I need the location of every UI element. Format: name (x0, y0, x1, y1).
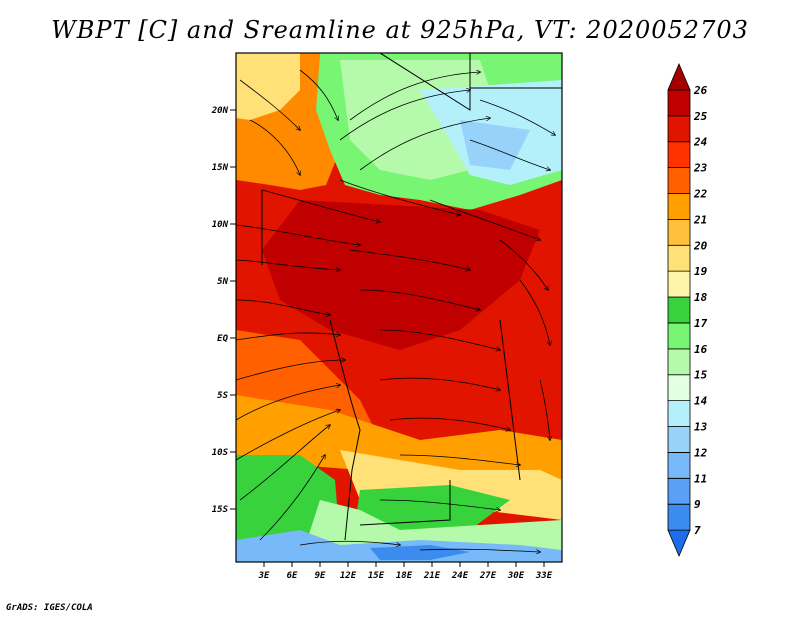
lon-label-33e: 33E (535, 571, 553, 581)
field-south-orange (236, 395, 562, 480)
colorbar-label: 26 (693, 84, 708, 97)
colorbar-label: 15 (694, 369, 708, 382)
colorbar-label: 18 (694, 291, 708, 304)
colorbar-swatch (667, 296, 691, 324)
colorbar-label: 24 (693, 136, 708, 149)
colorbar-swatch (667, 62, 691, 91)
colorbar-swatch (667, 141, 691, 168)
lat-label-5n: 5N (217, 277, 228, 287)
lon-label-27e: 27E (479, 571, 497, 581)
colorbar-swatch (667, 89, 691, 117)
lon-label-24e: 24E (451, 571, 469, 581)
colorbar-swatch (667, 374, 691, 402)
lon-label-3e: 3E (258, 571, 270, 581)
streamlines (236, 70, 555, 552)
map-frame (235, 52, 563, 563)
lon-label-21e: 21E (423, 571, 441, 581)
lon-axis: 3E 6E 9E 12E 15E 18E 21E 24E 27E 30E 33E (258, 562, 553, 581)
colorbar-label: 14 (694, 395, 708, 408)
colorbar-swatch (667, 452, 691, 479)
colorbar-label: 25 (693, 110, 708, 123)
lon-label-9e: 9E (315, 571, 326, 581)
chart-title: WBPT [C] and Sreamline at 925hPa, VT: 20… (51, 16, 749, 44)
colorbar-label: 23 (693, 162, 708, 175)
colorbar-label: 12 (694, 446, 708, 459)
colorbar-swatch (667, 348, 691, 376)
colorbar-label: 9 (694, 498, 701, 511)
colorbar-label: 17 (694, 317, 708, 330)
lat-axis: 20N 15N 10N 5N EQ 5S 10S 15S (211, 106, 236, 515)
colorbar-swatch (667, 193, 691, 220)
colorbar-swatch (667, 400, 691, 427)
colorbar-swatch (667, 322, 691, 350)
lon-label-15e: 15E (368, 571, 385, 581)
field-north-yellow (236, 53, 300, 120)
field-north-blue (460, 120, 530, 170)
lon-label-30e: 30E (507, 571, 525, 581)
colorbar-label: 20 (693, 239, 708, 252)
lon-label-6e: 6E (287, 571, 298, 581)
colorbar-label: 19 (694, 265, 708, 278)
lat-label-15n: 15N (212, 163, 229, 173)
colorbar-swatch (667, 477, 691, 505)
colorbar: 7 9 11 12 13 14 15 16 17 18 19 20 21 22 23 24 25 26 (667, 62, 708, 558)
colorbar-label: 22 (693, 187, 708, 200)
lat-label-10n: 10N (212, 220, 229, 230)
field-south-deepblue (370, 545, 470, 560)
colorbar-swatch (667, 244, 691, 272)
colorbar-swatch (667, 426, 691, 453)
colorbar-label: 11 (694, 472, 707, 485)
lat-label-10s: 10S (212, 448, 229, 458)
credit-text: GrADS: IGES/COLA (6, 603, 93, 613)
colorbar-swatch (667, 270, 691, 298)
temperature-field (236, 53, 562, 562)
colorbar-label: 7 (694, 524, 701, 537)
colorbar-label: 13 (694, 421, 708, 434)
colorbar-swatch (667, 503, 691, 531)
lon-label-18e: 18E (396, 571, 413, 581)
lat-label-eq: EQ (217, 334, 228, 344)
lon-label-12e: 12E (340, 571, 357, 581)
colorbar-swatch (667, 167, 691, 194)
lat-label-5s: 5S (217, 391, 228, 401)
colorbar-swatch (667, 218, 691, 246)
field-deep-core (262, 200, 540, 350)
lat-label-20n: 20N (211, 106, 229, 116)
colorbar-label: 16 (694, 343, 708, 356)
country-borders (261, 53, 562, 541)
lat-label-15s: 15S (212, 505, 229, 515)
colorbar-swatch (667, 529, 691, 558)
colorbar-swatch (667, 115, 691, 143)
colorbar-label: 21 (693, 213, 707, 226)
